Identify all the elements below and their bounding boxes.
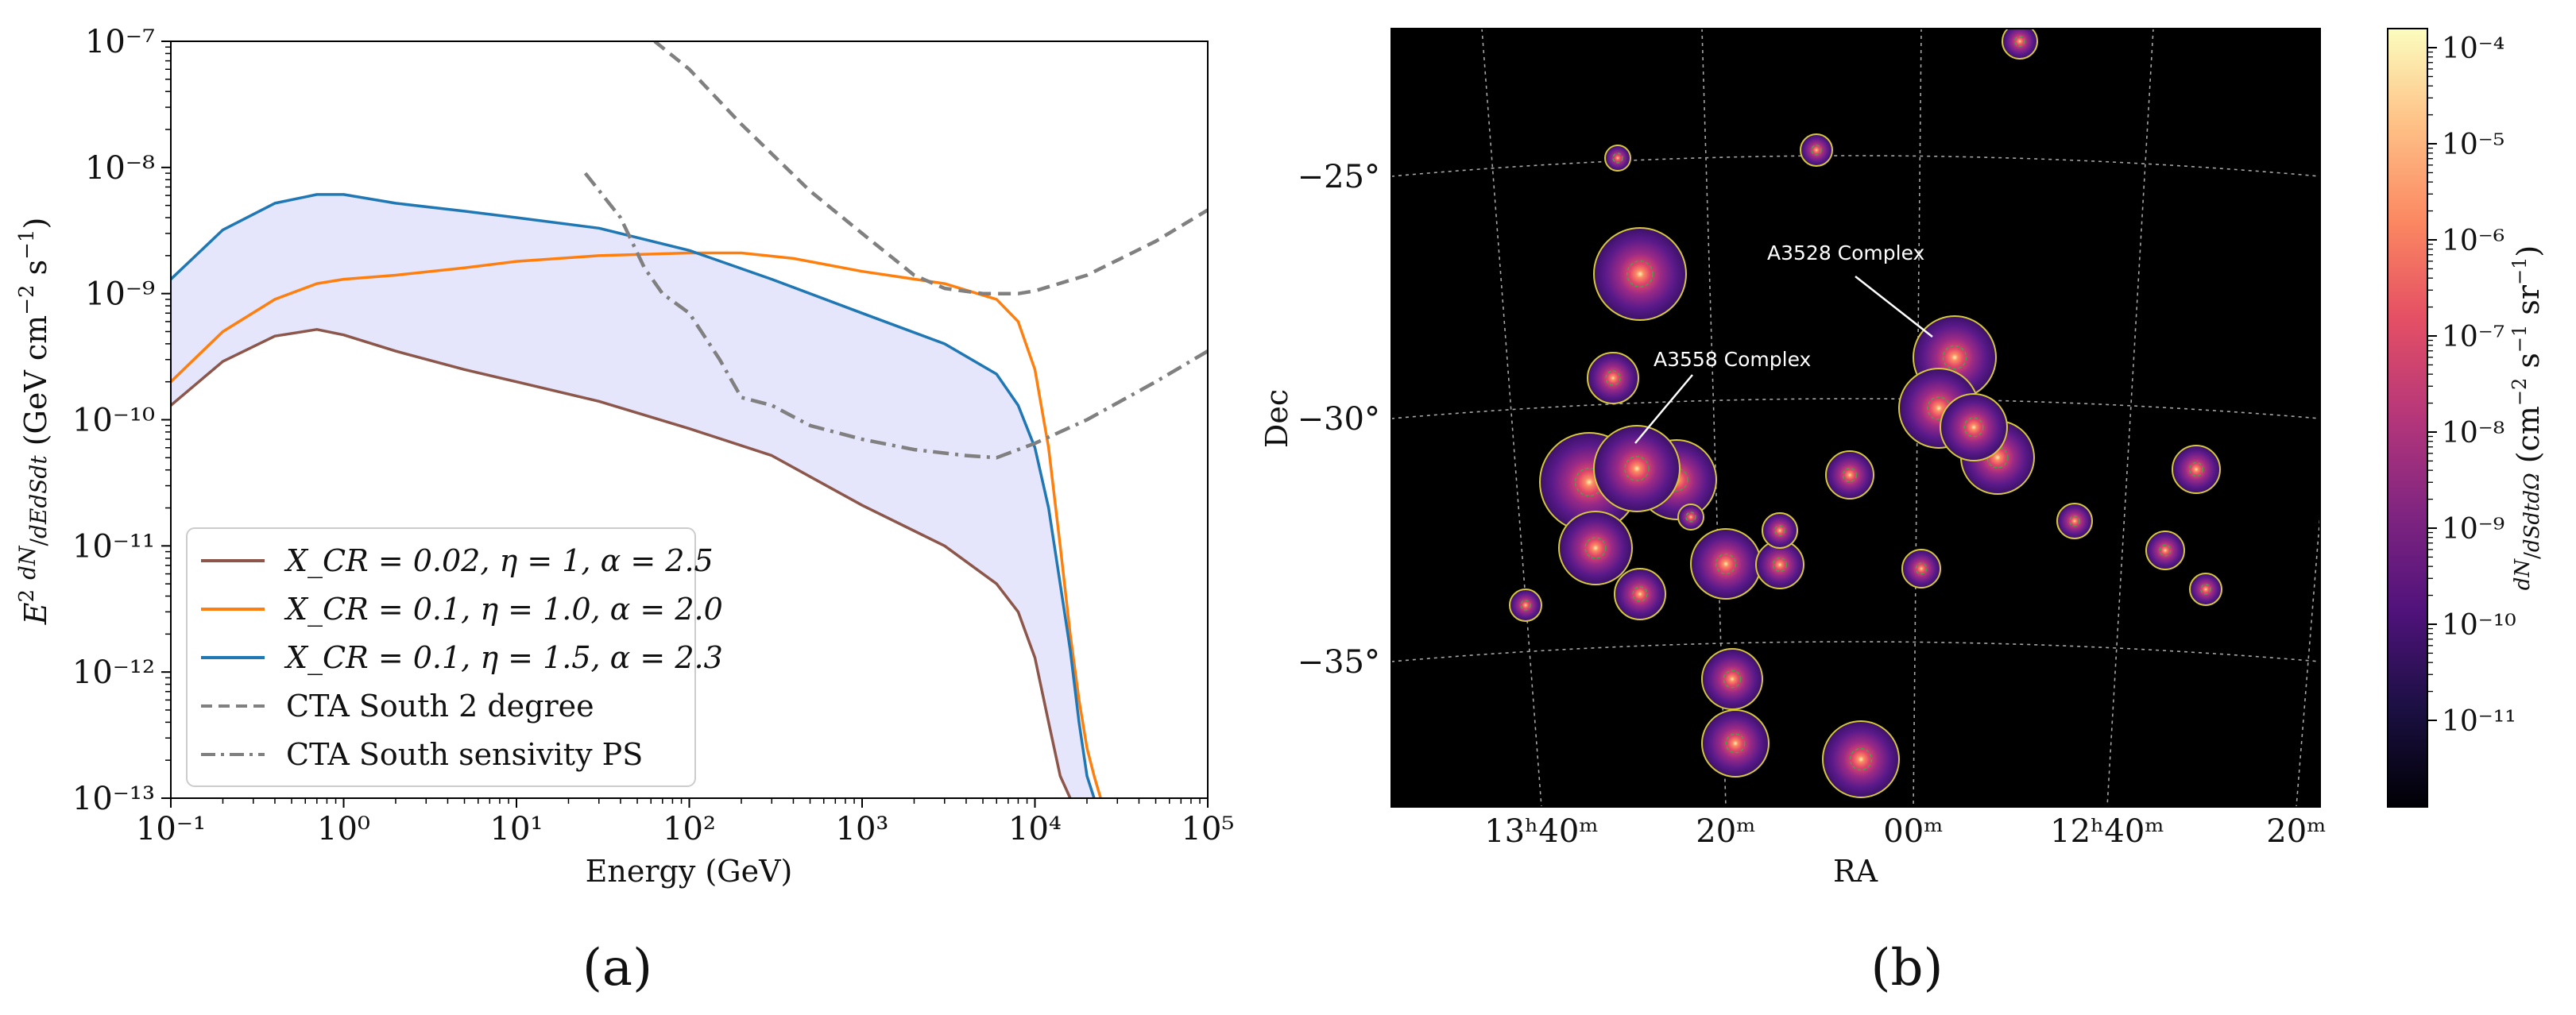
x-tick-label: 10² <box>663 811 716 847</box>
y-tick-label: 10⁻¹⁰ <box>72 403 155 439</box>
cluster-source <box>1762 512 1798 549</box>
cluster-source <box>1901 549 1941 589</box>
cluster-source <box>1822 720 1900 798</box>
colorbar-tick-label: 10⁻⁵ <box>2442 129 2504 161</box>
cluster-source <box>1940 393 2008 461</box>
series-line-4 <box>653 41 1208 295</box>
cluster-source <box>2002 29 2038 60</box>
x-tick-label: 10⁻¹ <box>136 811 206 847</box>
cluster-source <box>1825 450 1874 500</box>
ra-line-12h20 <box>2296 507 2320 807</box>
spectrum-plot: 10⁻¹ 10⁰ 10¹ 10² 10³ 10⁴ 10⁵ 10⁻¹³ 10⁻¹² 10⁻¹¹ 10⁻… <box>14 24 1234 998</box>
y-tick-label: 10⁻¹² <box>72 654 155 691</box>
cluster-source <box>1677 504 1704 531</box>
annotation-arrow-a3528 <box>1855 276 1933 338</box>
dec-tick-labels: −25° −30° −35° <box>1298 159 1380 681</box>
cluster-source <box>1604 145 1631 172</box>
legend: X_CR = 0.02, η = 1, α = 2.5 X_CR = 0.1, … <box>186 527 723 787</box>
cluster-source <box>2172 445 2221 494</box>
annotation-arrow-a3558 <box>1634 374 1693 444</box>
dec-line-35 <box>1391 641 2320 662</box>
svg-text:E2 dN/dEdSdt (GeV cm−2 s−1): E2 dN/dEdSdt (GeV cm−2 s−1) <box>14 218 53 626</box>
x-tick-label: 10³ <box>836 811 889 847</box>
cluster-source <box>2056 503 2093 539</box>
ra-tick-5: 20ᵐ <box>2266 813 2326 850</box>
cluster-source <box>1593 425 1681 512</box>
dec-tick-1: −25° <box>1298 159 1380 195</box>
legend-label-series-4: CTA South 2 degree <box>286 689 594 724</box>
ra-line-13h20 <box>1701 29 1727 807</box>
cluster-source <box>1701 648 1763 710</box>
sky-map-background <box>1391 29 2320 807</box>
ra-tick-2: 20ᵐ <box>1696 813 1755 850</box>
ra-line-12h40 <box>2106 29 2154 807</box>
annotation-a3528: A3528 Complex <box>1767 241 1924 264</box>
colorbar-tick-label: 10⁻¹¹ <box>2442 705 2516 738</box>
x-tick-label: 10⁴ <box>1008 811 1062 847</box>
cluster-source <box>1690 528 1762 600</box>
ra-line-13h40 <box>1481 29 1542 807</box>
ra-tick-labels: 13ʰ40ᵐ 20ᵐ 00ᵐ 12ʰ40ᵐ 20ᵐ <box>1484 813 2327 850</box>
dec-axis-label: Dec <box>1259 389 1294 448</box>
legend-box <box>186 527 696 787</box>
panel-label-a: (a) <box>582 939 652 998</box>
ra-axis-label: RA <box>1833 854 1878 889</box>
series-line-1 <box>171 328 1072 798</box>
series-line-5 <box>583 172 1208 460</box>
legend-label-series-1: X_CR = 0.02, η = 1, α = 2.5 <box>284 543 714 579</box>
cluster-source <box>1558 511 1633 585</box>
cluster-sources <box>1509 29 2222 798</box>
ra-tick-3: 00ᵐ <box>1883 813 1943 850</box>
y-tick-label: 10⁻¹³ <box>72 781 155 817</box>
svg-text:dN/dSdtdΩ (cm−2 s−1 sr−1): dN/dSdtdΩ (cm−2 s−1 sr−1) <box>2508 245 2546 591</box>
ra-tick-4: 12ʰ40ᵐ <box>2050 813 2164 850</box>
cluster-source <box>1509 589 1542 622</box>
annotation-a3558: A3558 Complex <box>1654 348 1811 371</box>
dec-line-30 <box>1391 398 2320 419</box>
colorbar-tick-label: 10⁻¹⁰ <box>2442 609 2516 642</box>
y-axis-label: E2 dN/dEdSdt (GeV cm−2 s−1) <box>14 218 53 626</box>
x-tick-label: 10⁰ <box>317 811 370 847</box>
cluster-source <box>1614 568 1666 620</box>
x-tick-label: 10¹ <box>490 811 543 847</box>
colorbar-tick-label: 10⁻⁸ <box>2442 417 2504 450</box>
ra-tick-1: 13ʰ40ᵐ <box>1484 813 1599 850</box>
legend-label-series-5: CTA South sensivity PS <box>286 737 643 772</box>
colorbar-gradient <box>2387 28 2428 808</box>
panel-label-b: (b) <box>1871 939 1944 998</box>
cluster-source <box>1701 709 1770 778</box>
colorbar-tick-label: 10⁻⁶ <box>2442 225 2504 257</box>
series-line-2 <box>171 251 1102 798</box>
y-tick-label: 10⁻⁹ <box>85 276 155 313</box>
dec-line-25 <box>1391 155 2320 177</box>
graticule <box>1391 29 2320 807</box>
dec-tick-2: −30° <box>1298 401 1380 438</box>
legend-label-series-2: X_CR = 0.1, η = 1.0, α = 2.0 <box>284 592 723 627</box>
y-tick-label: 10⁻¹¹ <box>72 528 155 565</box>
cluster-source <box>2145 531 2185 570</box>
dec-tick-3: −35° <box>1298 644 1380 681</box>
ra-line-13h00 <box>1913 29 1922 807</box>
colorbar-tick-label: 10⁻⁴ <box>2442 33 2504 65</box>
cluster-source <box>1587 352 1639 404</box>
y-tick-label: 10⁻⁸ <box>85 150 155 187</box>
colorbar-label: dN/dSdtdΩ (cm−2 s−1 sr−1) <box>2508 245 2546 591</box>
legend-label-series-3: X_CR = 0.1, η = 1.5, α = 2.3 <box>284 640 723 676</box>
cluster-source <box>2189 573 2222 606</box>
series-line-3 <box>171 193 1096 798</box>
x-axis-label: Energy (GeV) <box>586 854 793 889</box>
cluster-source <box>1593 227 1687 321</box>
uncertainty-band <box>171 194 1094 798</box>
cluster-source <box>1800 133 1833 167</box>
colorbar-tick-label: 10⁻⁷ <box>2442 321 2504 353</box>
colorbar-tick-label: 10⁻⁹ <box>2442 513 2504 546</box>
sky-map: A3528 Complex A3558 Complex 13ʰ40ᵐ 20ᵐ 0… <box>1259 28 2546 998</box>
x-tick-label: 10⁵ <box>1182 811 1235 847</box>
sky-map-frame <box>1390 28 2321 808</box>
y-tick-label: 10⁻⁷ <box>85 24 155 60</box>
colorbar: 10⁻¹¹ 10⁻¹⁰ 10⁻⁹ 10⁻⁸ 10⁻⁷ 10⁻⁶ 10⁻⁵ 10⁻⁴ dN/dS… <box>2387 28 2546 808</box>
